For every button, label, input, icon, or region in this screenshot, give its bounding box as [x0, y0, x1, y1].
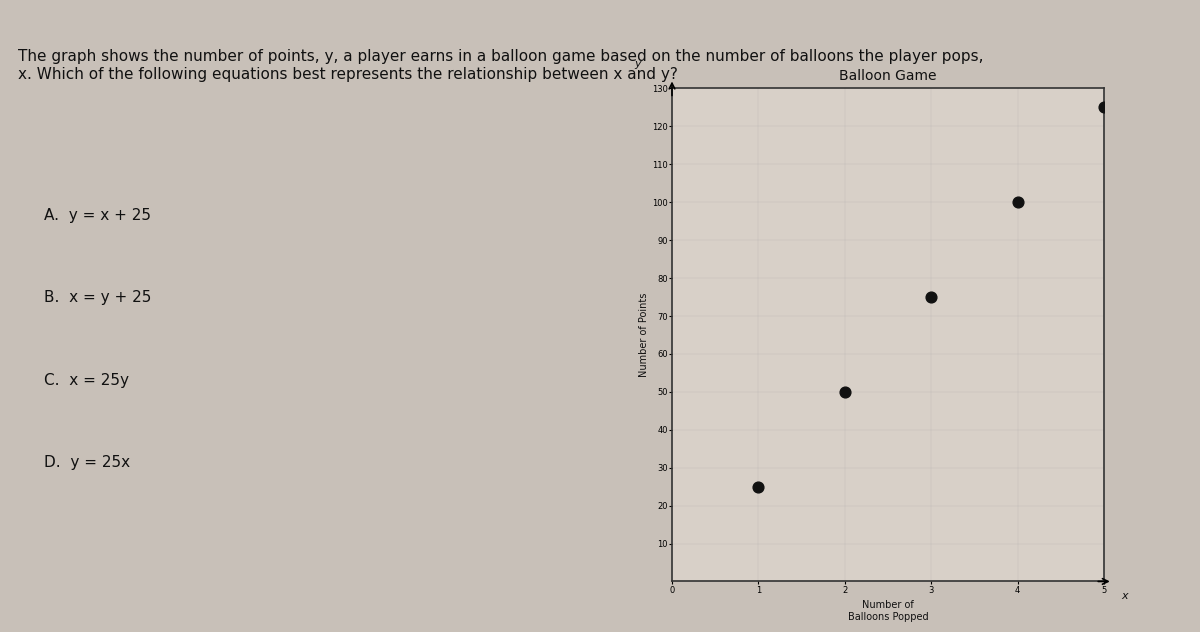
Text: D.  y = 25x: D. y = 25x [44, 455, 131, 470]
X-axis label: Number of
Balloons Popped: Number of Balloons Popped [847, 600, 929, 622]
Text: C.  x = 25y: C. x = 25y [44, 372, 130, 387]
Text: B.  x = y + 25: B. x = y + 25 [44, 290, 151, 305]
Title: Balloon Game: Balloon Game [839, 69, 937, 83]
Point [835, 387, 854, 397]
Point [1094, 102, 1114, 112]
Text: x: x [1121, 591, 1128, 601]
Y-axis label: Number of Points: Number of Points [640, 293, 649, 377]
Point [922, 292, 941, 302]
Point [749, 482, 768, 492]
Text: The graph shows the number of points, y, a player earns in a balloon game based : The graph shows the number of points, y,… [18, 49, 984, 82]
Point [1008, 197, 1027, 207]
Text: y: y [634, 59, 641, 69]
Text: A.  y = x + 25: A. y = x + 25 [44, 208, 151, 223]
